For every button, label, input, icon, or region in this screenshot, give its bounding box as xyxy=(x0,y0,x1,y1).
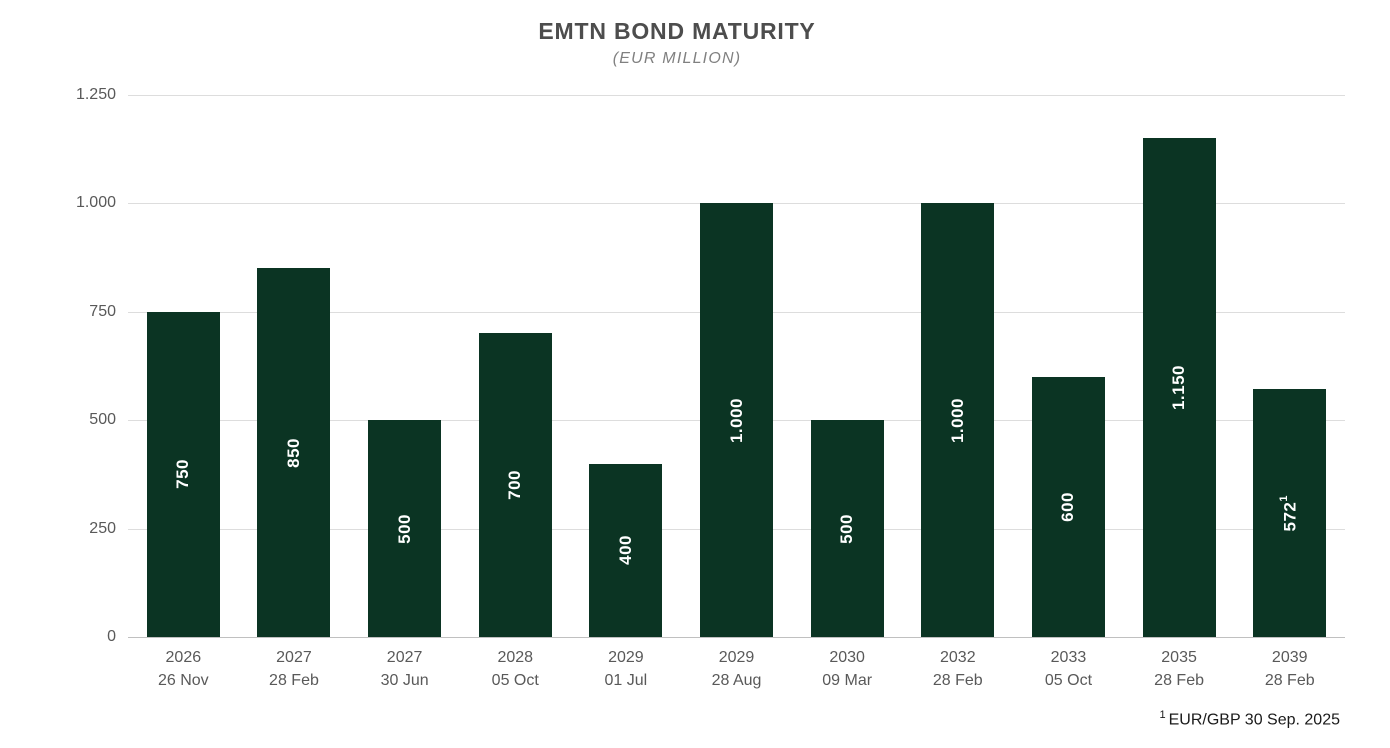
category-year: 2028 xyxy=(497,649,534,666)
bar-2033-05-oct: 600 xyxy=(1031,376,1105,637)
x-axis-category-label: 2027 28 Feb xyxy=(239,646,350,692)
category-date: 30 Jun xyxy=(380,672,429,689)
x-axis-category-label: 2035 28 Feb xyxy=(1124,646,1235,692)
chart-subtitle: (EUR MILLION) xyxy=(612,50,742,67)
bar-2035-28-feb: 1.150 xyxy=(1142,138,1216,637)
category-date: 01 Jul xyxy=(604,672,648,689)
category-date: 28 Feb xyxy=(269,672,319,689)
bar-2027-30-jun: 500 xyxy=(368,420,442,637)
bar-2026-26-nov: 750 xyxy=(146,311,220,637)
category-date: 28 Feb xyxy=(1154,672,1204,689)
x-axis-category-label: 2026 26 Nov xyxy=(128,646,239,692)
y-axis-tick-label: 250 xyxy=(89,519,116,537)
category-date: 26 Nov xyxy=(157,672,209,689)
category-date: 05 Oct xyxy=(1044,672,1093,689)
x-axis-category-label: 2032 28 Feb xyxy=(902,646,1013,692)
category-date: 28 Feb xyxy=(932,672,983,689)
y-axis-tick-label: 0 xyxy=(107,628,116,645)
bar-value-label: 850 xyxy=(283,437,303,468)
bar-2032-28-feb: 1.000 xyxy=(921,203,995,637)
category-year: 2029 xyxy=(718,649,755,666)
bar-2030-09-mar: 500 xyxy=(810,420,884,637)
chart-title: EMTN BOND MATURITY xyxy=(538,18,816,44)
x-axis-category-label: 2027 30 Jun xyxy=(349,646,460,692)
bar-2029-01-jul: 400 xyxy=(589,463,663,637)
category-year: 2039 xyxy=(1271,649,1308,666)
bar-value-label: 5721 xyxy=(1278,494,1301,532)
bar-2039-28-feb: 5721 xyxy=(1253,388,1327,637)
bar-value-label: 700 xyxy=(505,470,525,501)
bar-value-label: 1.000 xyxy=(726,397,746,443)
bar-value-label: 500 xyxy=(837,513,857,544)
x-axis-line xyxy=(128,637,1345,638)
chart-header: EMTN BOND MATURITY (EUR MILLION) xyxy=(0,18,1354,68)
y-axis-tick-label: 1.250 xyxy=(75,86,116,103)
x-axis-category-label: 2029 28 Aug xyxy=(681,646,792,692)
bar-slot: 1.000 xyxy=(681,95,792,637)
bar-slot: 500 xyxy=(349,95,460,637)
bar-label-superscript: 1 xyxy=(1278,494,1291,502)
x-axis-category-label: 2029 01 Jul xyxy=(571,646,682,692)
category-year: 2030 xyxy=(829,649,865,666)
x-axis-category-label: 2028 05 Oct xyxy=(460,646,571,692)
bar-slot: 1.000 xyxy=(902,95,1013,637)
category-year: 2029 xyxy=(608,649,644,666)
x-axis-labels: 2026 26 Nov 2027 28 Feb 2027 30 Jun 2028 05 Oct… xyxy=(128,646,1345,692)
bar-value-label: 750 xyxy=(173,459,193,490)
bar-2029-28-aug: 1.000 xyxy=(700,203,774,637)
footnote: 1 EUR/GBP 30 Sep. 2025 xyxy=(1160,709,1341,729)
bar-slot: 700 xyxy=(460,95,571,637)
category-date: 09 Mar xyxy=(822,672,873,689)
bar-value-label: 500 xyxy=(394,513,414,544)
bar-slot: 5721 xyxy=(1234,95,1345,637)
bar-value-label: 1.150 xyxy=(1169,365,1189,411)
category-date: 05 Oct xyxy=(491,672,539,689)
category-year: 2027 xyxy=(386,649,423,666)
footnote-superscript: 1 xyxy=(1159,709,1166,721)
y-axis-tick-label: 750 xyxy=(89,302,116,320)
gridline xyxy=(128,95,1345,96)
category-year: 2027 xyxy=(276,649,312,666)
bar-slot: 750 xyxy=(128,95,239,637)
x-axis-category-label: 2030 09 Mar xyxy=(792,646,903,692)
bar-value-label: 400 xyxy=(615,535,635,566)
bar-slot: 1.150 xyxy=(1124,95,1235,637)
bar-2028-05-oct: 700 xyxy=(478,333,552,637)
category-year: 2033 xyxy=(1050,649,1087,666)
category-year: 2035 xyxy=(1161,649,1197,666)
bars-container: 750 850 500 700 400 1.000 500 1.000 600 1.150 5721 xyxy=(128,95,1345,637)
bar-slot: 600 xyxy=(1013,95,1124,637)
bar-2027-28-feb: 850 xyxy=(257,268,331,637)
x-axis-category-label: 2039 28 Feb xyxy=(1234,646,1345,692)
y-axis-tick-label: 1.000 xyxy=(75,194,116,212)
bar-value-label: 600 xyxy=(1058,491,1078,522)
category-date: 28 Aug xyxy=(711,672,762,689)
bar-value-label: 1.000 xyxy=(947,397,967,443)
bar-slot: 500 xyxy=(792,95,903,637)
category-date: 28 Feb xyxy=(1264,672,1315,689)
category-year: 2026 xyxy=(165,649,202,666)
bar-slot: 400 xyxy=(571,95,682,637)
category-year: 2032 xyxy=(940,649,976,666)
footnote-text: EUR/GBP 30 Sep. 2025 xyxy=(1168,711,1340,729)
y-axis-tick-label: 500 xyxy=(89,411,116,429)
bar-slot: 850 xyxy=(239,95,350,637)
x-axis-category-label: 2033 05 Oct xyxy=(1013,646,1124,692)
plot-area: 0 250 500 750 1.000 1.250 750 850 500 700 400 1.000… xyxy=(76,86,1345,645)
